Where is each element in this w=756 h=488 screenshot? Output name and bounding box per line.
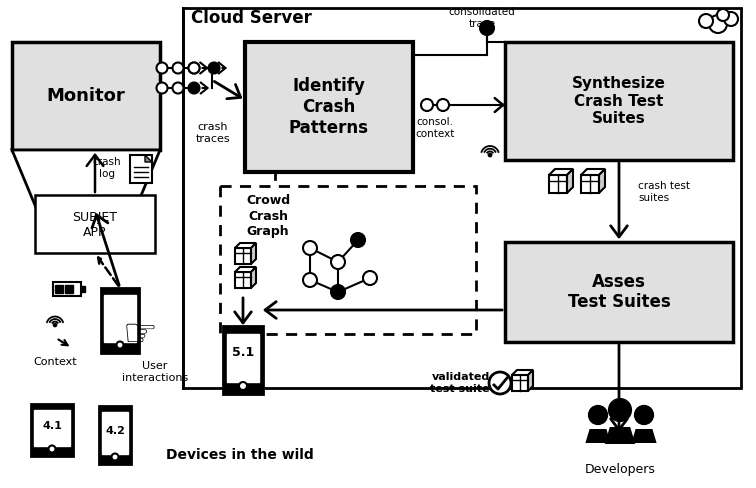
- Polygon shape: [631, 429, 657, 443]
- Circle shape: [54, 324, 56, 326]
- Polygon shape: [512, 370, 533, 375]
- Polygon shape: [235, 243, 256, 248]
- Circle shape: [331, 285, 345, 299]
- FancyBboxPatch shape: [99, 406, 131, 464]
- Circle shape: [241, 328, 245, 332]
- Text: Crowd
Crash
Graph: Crowd Crash Graph: [246, 195, 290, 238]
- Text: 5.1: 5.1: [232, 346, 254, 359]
- FancyBboxPatch shape: [235, 248, 251, 264]
- Circle shape: [209, 62, 219, 74]
- FancyBboxPatch shape: [505, 242, 733, 342]
- Circle shape: [589, 406, 607, 424]
- FancyBboxPatch shape: [235, 272, 251, 288]
- Text: Cloud Server: Cloud Server: [191, 9, 311, 27]
- FancyBboxPatch shape: [34, 410, 70, 446]
- FancyBboxPatch shape: [220, 186, 476, 334]
- Circle shape: [303, 273, 317, 287]
- Polygon shape: [235, 267, 256, 272]
- Polygon shape: [251, 267, 256, 288]
- FancyBboxPatch shape: [81, 286, 85, 292]
- Circle shape: [188, 62, 200, 74]
- Circle shape: [48, 446, 55, 452]
- FancyBboxPatch shape: [65, 285, 73, 293]
- Polygon shape: [251, 243, 256, 264]
- FancyBboxPatch shape: [130, 155, 152, 183]
- Text: consol.
context: consol. context: [415, 117, 454, 139]
- FancyBboxPatch shape: [183, 8, 741, 388]
- Circle shape: [480, 21, 494, 35]
- FancyBboxPatch shape: [35, 195, 155, 253]
- Circle shape: [188, 62, 200, 74]
- FancyBboxPatch shape: [512, 375, 528, 391]
- Circle shape: [239, 382, 247, 390]
- Text: Devices in the wild: Devices in the wild: [166, 448, 314, 462]
- FancyBboxPatch shape: [104, 295, 136, 342]
- Polygon shape: [605, 427, 635, 444]
- Text: SUBJET
APP: SUBJET APP: [73, 211, 117, 239]
- Circle shape: [188, 82, 200, 94]
- Polygon shape: [549, 169, 573, 175]
- Circle shape: [363, 271, 377, 285]
- Text: ☞: ☞: [122, 316, 157, 354]
- FancyBboxPatch shape: [581, 175, 599, 193]
- Circle shape: [437, 99, 449, 111]
- Text: Developers: Developers: [584, 464, 655, 476]
- Polygon shape: [585, 429, 611, 443]
- Polygon shape: [528, 370, 533, 391]
- Text: Asses
Test Suites: Asses Test Suites: [568, 273, 671, 311]
- FancyBboxPatch shape: [55, 285, 63, 293]
- Polygon shape: [145, 155, 152, 162]
- Text: User
interactions: User interactions: [122, 361, 188, 383]
- FancyBboxPatch shape: [101, 288, 139, 353]
- Circle shape: [303, 241, 317, 255]
- FancyBboxPatch shape: [31, 404, 73, 456]
- Circle shape: [156, 62, 168, 74]
- Polygon shape: [567, 169, 573, 193]
- Circle shape: [724, 12, 738, 26]
- Circle shape: [717, 9, 729, 21]
- Circle shape: [172, 82, 184, 94]
- Text: crash
traces: crash traces: [196, 122, 231, 144]
- Text: consolidated
trace: consolidated trace: [448, 7, 516, 29]
- FancyBboxPatch shape: [223, 326, 263, 394]
- Text: Identify
Crash
Patterns: Identify Crash Patterns: [289, 77, 369, 137]
- Text: 4.1: 4.1: [42, 421, 62, 431]
- Circle shape: [331, 255, 345, 269]
- FancyBboxPatch shape: [12, 42, 160, 150]
- FancyBboxPatch shape: [102, 412, 128, 454]
- Polygon shape: [581, 169, 605, 175]
- Circle shape: [699, 14, 713, 28]
- Polygon shape: [599, 169, 605, 193]
- Circle shape: [635, 406, 653, 424]
- Text: validated
test suite: validated test suite: [430, 372, 490, 394]
- Circle shape: [116, 342, 123, 348]
- Circle shape: [609, 399, 631, 421]
- FancyBboxPatch shape: [505, 42, 733, 160]
- Circle shape: [421, 99, 433, 111]
- FancyBboxPatch shape: [53, 282, 81, 296]
- Text: Synthesize
Crash Test
Suites: Synthesize Crash Test Suites: [572, 76, 666, 126]
- Circle shape: [111, 453, 119, 461]
- Text: Context: Context: [33, 357, 77, 367]
- Text: Monitor: Monitor: [47, 87, 125, 105]
- Text: crash test
suites: crash test suites: [638, 181, 690, 203]
- FancyBboxPatch shape: [227, 334, 259, 382]
- Circle shape: [172, 62, 184, 74]
- FancyBboxPatch shape: [245, 42, 413, 172]
- Text: crash
log: crash log: [93, 157, 121, 179]
- FancyBboxPatch shape: [549, 175, 567, 193]
- Circle shape: [351, 233, 365, 247]
- Text: 4.2: 4.2: [105, 426, 125, 436]
- Polygon shape: [12, 150, 160, 210]
- Circle shape: [156, 82, 168, 94]
- Circle shape: [489, 372, 511, 394]
- Circle shape: [488, 154, 491, 156]
- Circle shape: [709, 15, 727, 33]
